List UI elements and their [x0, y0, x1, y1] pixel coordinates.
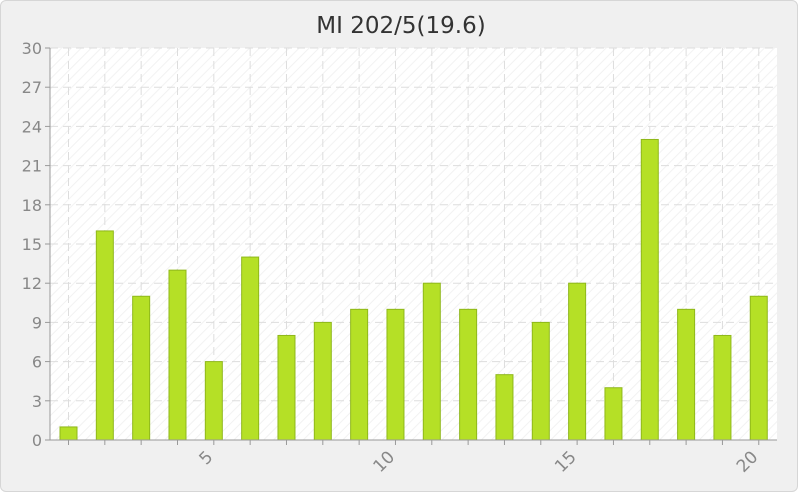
bar-16	[604, 387, 623, 441]
bar-14	[531, 321, 550, 441]
bar-2	[95, 230, 114, 441]
bar-5	[204, 361, 223, 441]
y-tick-label: 18	[22, 196, 42, 215]
y-tick-label: 6	[32, 353, 42, 372]
y-tick-labels: 0 3 6 9 12 15 18 21 24 27 30	[22, 39, 42, 450]
bar-15	[568, 282, 587, 441]
chart-title: MI 202/5(19.6)	[316, 13, 486, 39]
bar-9	[350, 308, 369, 441]
bar-7	[277, 334, 296, 441]
y-tick-label: 27	[22, 78, 42, 97]
bar-1	[59, 426, 78, 441]
bar-13	[495, 374, 514, 441]
bar-6	[241, 256, 260, 441]
bar-4	[168, 269, 187, 441]
bar-20	[749, 295, 768, 441]
y-tick-label: 12	[22, 274, 42, 293]
bars	[59, 138, 768, 441]
x-tick-label: 10	[370, 447, 399, 476]
axes	[45, 47, 777, 445]
x-tick-label: 20	[733, 447, 762, 476]
y-tick-label: 21	[22, 157, 42, 176]
x-tick-label: 15	[551, 447, 580, 476]
y-tick-label: 24	[22, 117, 42, 136]
bar-11	[422, 282, 441, 441]
bar-10	[386, 308, 405, 441]
bar-18	[677, 308, 696, 441]
y-tick-label: 3	[32, 392, 42, 411]
y-tick-label: 30	[22, 39, 42, 58]
y-tick-label: 0	[32, 431, 42, 450]
y-tick-label: 9	[32, 313, 42, 332]
y-tick-label: 15	[22, 235, 42, 254]
bar-3	[132, 295, 151, 441]
x-tick-labels: 5 10 15 20	[196, 447, 763, 476]
bar-19	[713, 334, 732, 441]
bar-12	[459, 308, 478, 441]
bar-17	[640, 138, 659, 441]
bar-8	[313, 321, 332, 441]
x-tick-label: 5	[196, 447, 218, 469]
